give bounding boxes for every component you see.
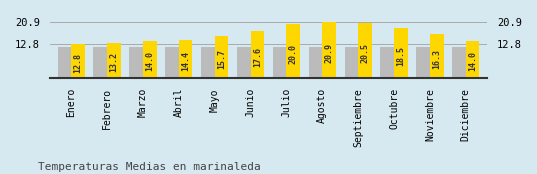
Bar <box>416 46 430 78</box>
Bar <box>394 29 408 78</box>
Bar <box>380 46 394 78</box>
Text: 13.2: 13.2 <box>110 52 119 72</box>
Bar <box>93 46 107 78</box>
Bar <box>237 46 251 78</box>
Text: 18.5: 18.5 <box>396 46 405 66</box>
Bar <box>273 46 286 78</box>
Bar <box>345 46 358 78</box>
Text: 20.5: 20.5 <box>360 44 369 64</box>
Bar <box>215 36 228 78</box>
Bar <box>358 23 372 78</box>
Text: Temperaturas Medias en marinaleda: Temperaturas Medias en marinaleda <box>38 162 260 172</box>
Bar <box>430 34 444 78</box>
Bar <box>71 44 85 78</box>
Bar <box>143 41 157 78</box>
Text: 16.3: 16.3 <box>432 49 441 69</box>
Text: 14.0: 14.0 <box>468 51 477 71</box>
Bar <box>251 31 264 78</box>
Bar <box>179 39 192 78</box>
Bar <box>165 46 179 78</box>
Bar <box>57 46 71 78</box>
Text: 14.0: 14.0 <box>146 51 154 71</box>
Bar <box>107 43 121 78</box>
Bar <box>201 46 215 78</box>
Text: 12.8: 12.8 <box>74 53 83 73</box>
Text: 14.4: 14.4 <box>181 51 190 71</box>
Text: 17.6: 17.6 <box>253 47 262 67</box>
Bar <box>466 41 480 78</box>
Bar <box>286 24 300 78</box>
Bar <box>322 22 336 78</box>
Bar <box>452 46 466 78</box>
Bar <box>309 46 322 78</box>
Text: 20.9: 20.9 <box>324 43 333 63</box>
Bar <box>129 46 143 78</box>
Text: 15.7: 15.7 <box>217 49 226 69</box>
Text: 20.0: 20.0 <box>289 44 297 64</box>
